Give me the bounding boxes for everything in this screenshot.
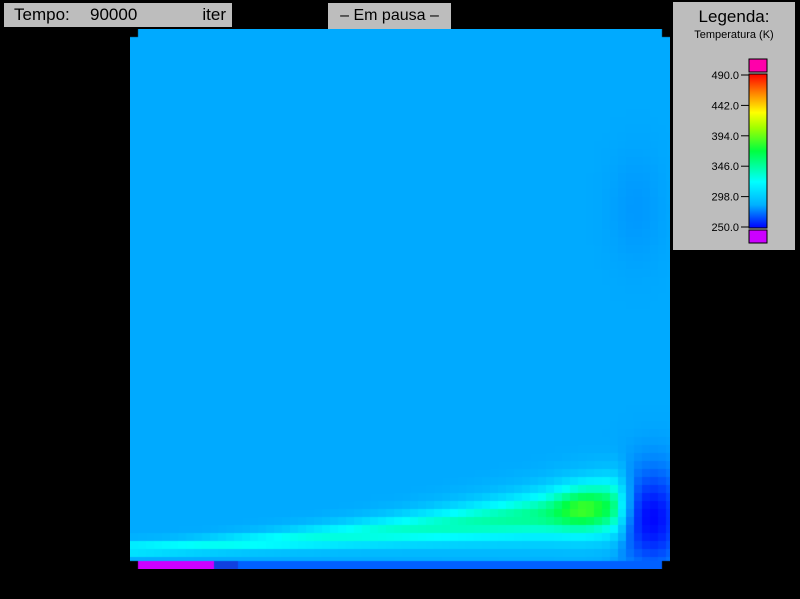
colorbar-ticks: 490.0 442.0 394.0 346.0 298.0 250.0: [711, 70, 749, 234]
legend-under-swatch: [748, 229, 768, 244]
colorbar-gradient: [748, 73, 768, 229]
time-value: 90000: [90, 5, 138, 24]
colorbar: 490.0 442.0 394.0 346.0 298.0 250.0: [711, 58, 768, 244]
status-indicator[interactable]: – Em pausa –: [328, 3, 451, 29]
time-label: Tempo:: [14, 5, 70, 24]
colorbar-tick-label: 346.0: [711, 161, 739, 173]
colorbar-tick-label: 394.0: [711, 131, 739, 143]
legend-panel: Legenda: Temperatura (K) 490.0 442.0 394.0…: [673, 2, 795, 250]
colorbar-tick-label: 250.0: [711, 222, 739, 234]
time-unit: iter: [202, 5, 226, 24]
colorbar-tick-label: 490.0: [711, 70, 739, 82]
legend-subtitle: Temperatura (K): [694, 29, 774, 41]
legend-over-swatch: [748, 58, 768, 73]
colorbar-tick-label: 298.0: [711, 192, 739, 204]
legend-title: Legenda:: [698, 7, 770, 26]
time-panel: Tempo: 90000 iter: [4, 3, 232, 27]
colorbar-tick-label: 442.0: [711, 100, 739, 112]
temperature-field[interactable]: [130, 29, 670, 569]
